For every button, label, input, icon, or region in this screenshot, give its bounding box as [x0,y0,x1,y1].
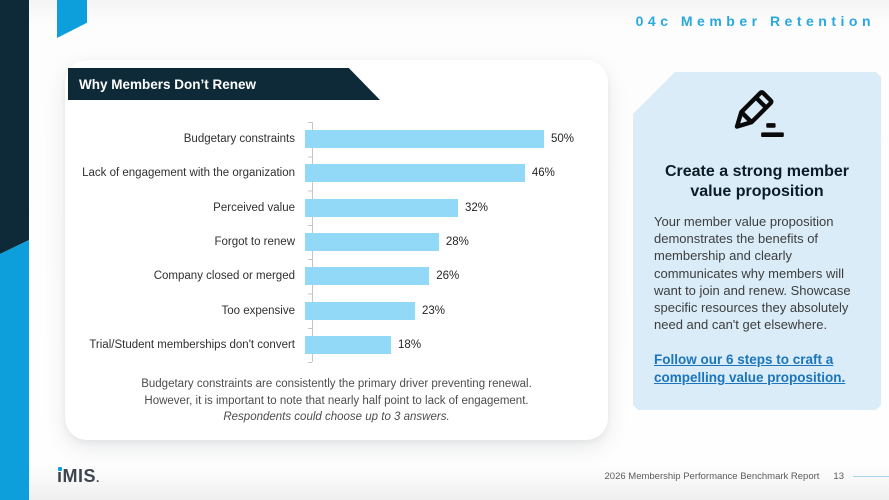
bar-value-label: 28% [445,236,469,249]
bar-rows: Budgetary constraints 50% Lack of engageme… [65,122,608,362]
chart-title-banner: Why Members Don’t Renew [68,68,380,100]
left-accent-strip-dark [0,0,29,254]
report-title: 2026 Membership Performance Benchmark Re… [604,471,820,482]
value-proposition-panel: Create a strong member value proposition… [633,72,881,410]
bar-row: Budgetary constraints 50% [65,122,608,156]
bar-track: 18% [304,335,608,354]
bar [305,301,415,320]
pencil-edit-icon [724,88,790,154]
bar-track: 50% [304,130,608,149]
bar-row: Forgot to renew 28% [65,225,608,259]
bar-track: 46% [304,164,608,183]
bar-row: Too expensive 23% [65,293,608,327]
value-proposition-link[interactable]: Follow our 6 steps to craft a compelling… [654,352,846,386]
footnote-line: Budgetary constraints are consistently t… [141,378,532,390]
chart-card: Why Members Don’t Renew Budgetary constr… [65,60,608,440]
bar-label: Trial/Student memberships don't convert [89,338,295,351]
bar [305,267,430,286]
bar-label: Company closed or merged [153,270,295,283]
bar-row: Company closed or merged 26% [65,259,608,293]
logo-i: ı [57,466,63,486]
bar-value-label: 26% [436,270,460,283]
bar-value-label: 46% [531,167,555,180]
bar-row: Trial/Student memberships don't convert 1… [65,328,608,362]
bar-label: Budgetary constraints [183,133,295,146]
left-accent-strip-cyan [0,240,29,500]
panel-heading: Create a strong member value proposition [664,163,850,200]
footer-right: 2026 Membership Performance Benchmark Re… [605,471,889,482]
bar-row: Lack of engagement with the organization… [65,156,608,190]
panel-body-text: Your member value proposition demonstrat… [654,214,851,332]
page-number: 13 [833,471,844,482]
logo-rest: MIS [62,466,97,486]
section-header: 04c Member Retention [635,13,875,29]
bar-label: Lack of engagement with the organization [82,167,295,180]
footnote-line-italic: Respondents could choose up to 3 answers… [223,411,450,424]
bar [305,130,544,149]
bar-track: 28% [304,233,608,252]
bar-chart: Budgetary constraints 50% Lack of engageme… [65,122,608,362]
bar-label: Perceived value [213,201,295,214]
logo-period: . [96,471,100,485]
footnote-line: However, it is important to note that ne… [144,394,529,407]
bar-row: Perceived value 32% [65,191,608,225]
bar-track: 23% [304,301,608,320]
chart-footnote: Budgetary constraints are consistently t… [65,376,608,426]
footer-rule [853,476,889,477]
bar [305,233,439,252]
bar [305,198,458,217]
bar [305,335,392,354]
bar-label: Too expensive [221,304,295,317]
bar-track: 26% [304,267,608,286]
bar-value-label: 18% [398,338,422,351]
chart-title: Why Members Don’t Renew [79,76,257,92]
bar-value-label: 50% [551,133,575,146]
bar-value-label: 32% [464,201,488,214]
bar-track: 32% [304,198,608,217]
bar-value-label: 23% [421,304,445,317]
bar-label: Forgot to renew [214,236,295,249]
bar [305,164,525,183]
imis-logo: ıMIS. [57,466,100,487]
top-accent-flag [57,0,87,38]
